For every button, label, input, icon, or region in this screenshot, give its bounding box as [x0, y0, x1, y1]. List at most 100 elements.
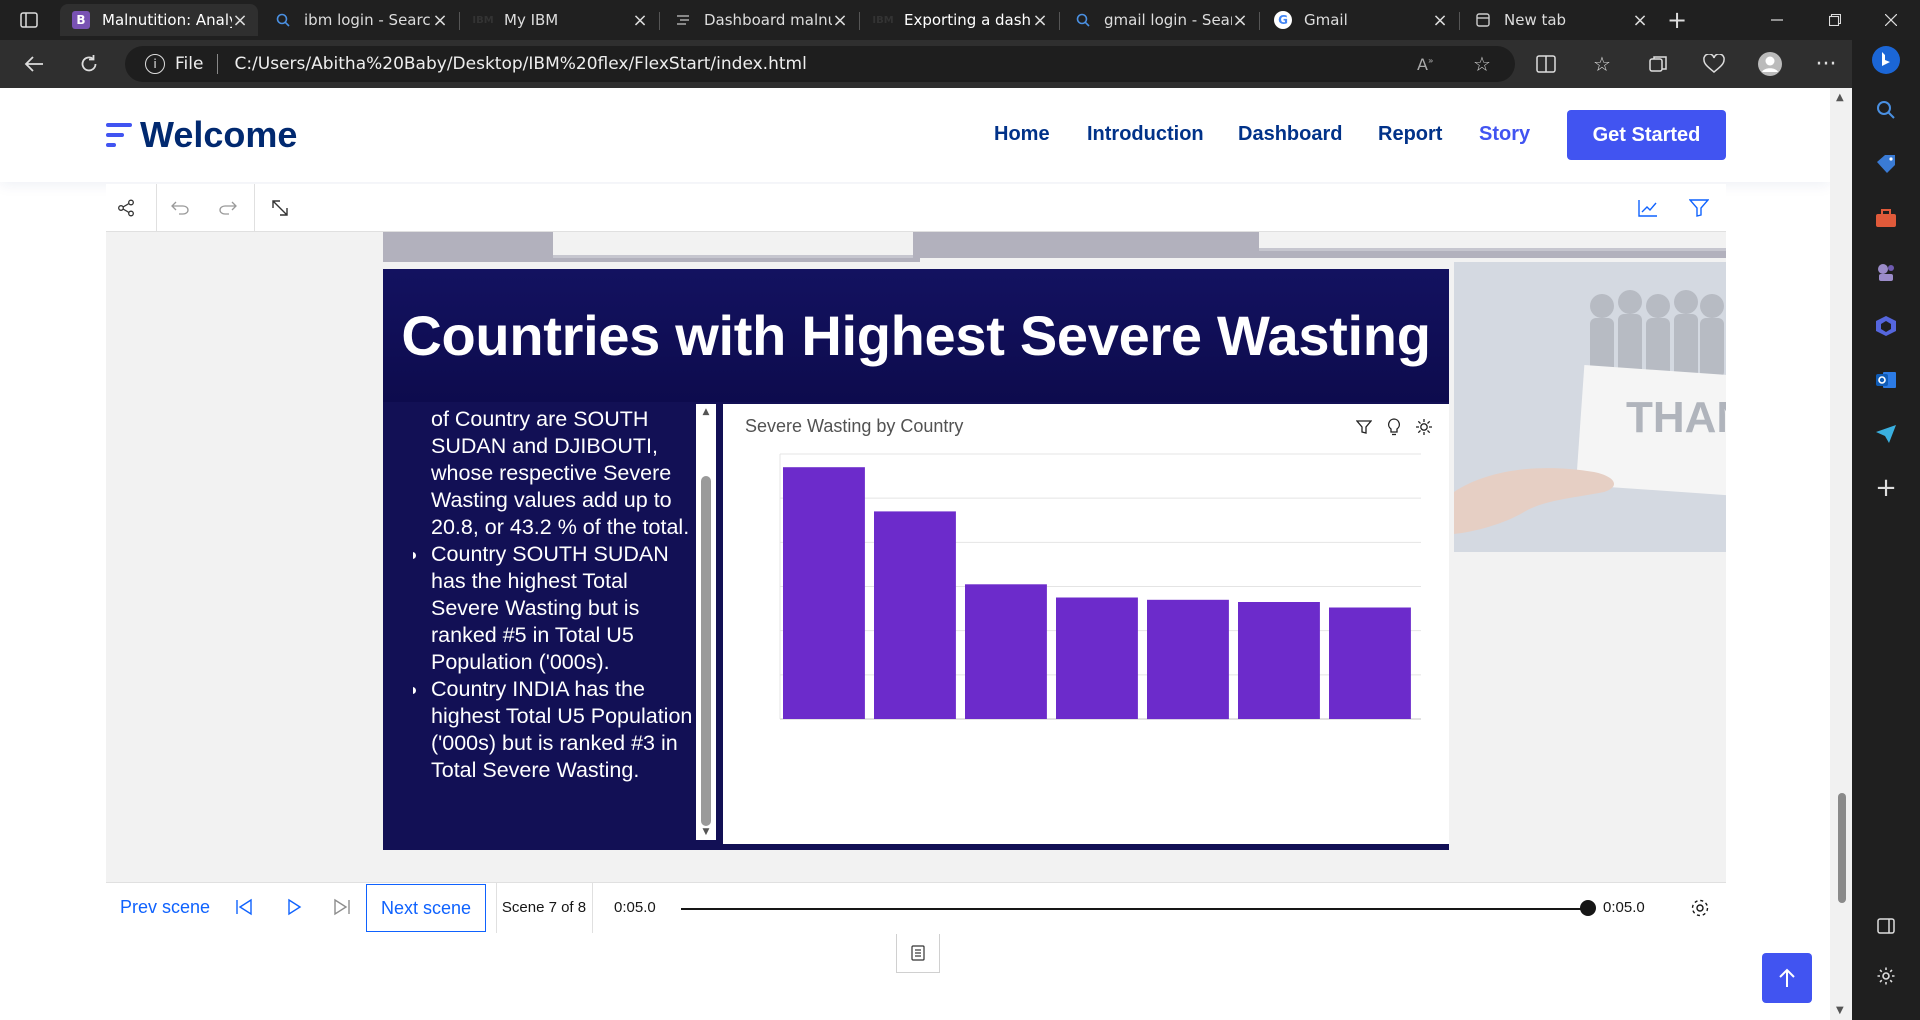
gear-icon[interactable] — [1870, 960, 1902, 992]
tab-title: Gmail — [1304, 11, 1348, 29]
address-bar[interactable]: i File C:/Users/Abitha%20Baby/Desktop/IB… — [125, 46, 1515, 82]
sidebar-toggle-icon[interactable] — [1870, 910, 1902, 942]
scroll-up-icon[interactable]: ▲ — [702, 407, 710, 417]
scroll-down-icon[interactable]: ▼ — [702, 827, 710, 837]
newtab-icon — [1474, 11, 1492, 29]
thank-you-text: THANK YOU — [1626, 393, 1726, 442]
tab-exporting-dashboard[interactable]: IBM Exporting a dashb × — [862, 4, 1058, 36]
tools-icon[interactable] — [1870, 202, 1902, 234]
close-icon[interactable]: × — [232, 9, 248, 31]
scroll-up-icon[interactable]: ▲ — [1836, 92, 1844, 103]
close-icon[interactable]: × — [432, 9, 448, 31]
read-aloud-icon[interactable]: A» — [1417, 54, 1434, 74]
filter-icon[interactable] — [1353, 416, 1375, 438]
restore-icon[interactable] — [1806, 0, 1864, 40]
next-scene-button[interactable]: Next scene — [366, 884, 486, 932]
nav-dashboard[interactable]: Dashboard — [1238, 123, 1343, 145]
tab-title: New tab — [1504, 11, 1567, 29]
close-icon[interactable]: × — [1432, 9, 1448, 31]
nav-report[interactable]: Report — [1378, 123, 1443, 145]
playback-bar: Prev scene Next scene Scene 7 of 8 0:05.… — [106, 882, 1726, 934]
chart-title: Severe Wasting by Country — [745, 416, 964, 436]
redo-icon[interactable] — [212, 192, 244, 224]
favorites-icon[interactable]: ☆ — [1593, 52, 1611, 76]
edge-sidebar: + — [1852, 40, 1920, 1020]
back-icon[interactable] — [18, 48, 50, 80]
close-icon[interactable]: × — [1232, 9, 1248, 31]
url-text[interactable]: C:/Users/Abitha%20Baby/Desktop/IBM%20fle… — [234, 54, 807, 74]
refresh-icon[interactable] — [73, 48, 105, 80]
outlook-icon[interactable] — [1870, 364, 1902, 396]
close-icon[interactable]: × — [1032, 9, 1048, 31]
info-icon[interactable]: i — [145, 54, 165, 74]
filter-icon[interactable] — [1683, 192, 1715, 224]
tab-title: Exporting a dashb — [904, 11, 1032, 29]
play-icon[interactable] — [284, 897, 304, 921]
microsoft-365-icon[interactable] — [1870, 310, 1902, 342]
tab-actions-icon[interactable] — [0, 0, 58, 40]
more-options-icon[interactable]: ··· — [1815, 51, 1837, 77]
scroll-down-icon[interactable]: ▼ — [1836, 1005, 1844, 1016]
timeline-handle[interactable] — [1580, 900, 1596, 916]
tab-gmail[interactable]: G Gmail × — [1262, 4, 1458, 36]
shopping-icon[interactable] — [1870, 148, 1902, 180]
undo-icon[interactable] — [164, 192, 196, 224]
tab-new-tab[interactable]: New tab × — [1462, 4, 1658, 36]
close-window-icon[interactable] — [1862, 0, 1920, 40]
share-icon[interactable] — [110, 192, 142, 224]
nav-introduction[interactable]: Introduction — [1087, 123, 1204, 145]
skip-forward-icon[interactable] — [332, 897, 352, 921]
chart-bar[interactable] — [874, 511, 956, 719]
site-logo[interactable]: Welcome — [106, 114, 297, 156]
minimize-icon[interactable] — [1748, 0, 1806, 40]
tab-my-ibm[interactable]: IBM My IBM × — [462, 4, 658, 36]
skip-back-icon[interactable] — [234, 897, 254, 921]
gear-icon[interactable] — [1690, 898, 1710, 922]
insight-scrollbar[interactable]: ▲ ▼ — [696, 404, 716, 840]
scroll-to-top-button[interactable] — [1762, 953, 1812, 1003]
split-screen-icon[interactable] — [1530, 48, 1562, 80]
get-started-button[interactable]: Get Started — [1567, 110, 1726, 160]
nav-story[interactable]: Story — [1479, 123, 1531, 145]
new-tab-plus-icon[interactable]: + — [1666, 6, 1688, 34]
collections-icon[interactable] — [1642, 48, 1674, 80]
logo-text: Welcome — [140, 114, 298, 155]
nav-home[interactable]: Home — [994, 123, 1050, 145]
fullscreen-expand-icon[interactable] — [264, 192, 296, 224]
tab-ibm-login-search[interactable]: ibm login - Search × — [262, 4, 458, 36]
tab-strip: B Malnutition: Analy × ibm login - Searc… — [0, 0, 1920, 40]
copilot-icon[interactable] — [1866, 40, 1906, 80]
tab-gmail-login-search[interactable]: gmail login - Sear × — [1062, 4, 1258, 36]
profile-avatar[interactable] — [1754, 48, 1786, 80]
browser-essentials-icon[interactable] — [1698, 48, 1730, 80]
insight-list: Country SOUTH SUDAN has the highest Tota… — [413, 541, 698, 784]
chart-bar[interactable] — [1329, 607, 1411, 720]
favorite-star-icon[interactable]: ☆ — [1473, 52, 1491, 76]
timeline-slider[interactable] — [681, 908, 1587, 910]
close-icon[interactable]: × — [632, 9, 648, 31]
notes-icon[interactable] — [896, 933, 940, 973]
insight-text-panel[interactable]: of Country are SOUTH SUDAN and DJIBOUTI,… — [413, 404, 698, 846]
close-icon[interactable]: × — [832, 9, 848, 31]
page-scrollbar[interactable]: ▲ ▼ — [1830, 88, 1852, 1020]
trend-chart-icon[interactable] — [1632, 192, 1664, 224]
tab-title: My IBM — [504, 11, 559, 29]
prev-scene-button[interactable]: Prev scene — [120, 897, 211, 917]
settings-sparkle-icon[interactable] — [1413, 416, 1435, 438]
close-icon[interactable]: × — [1632, 9, 1648, 31]
chart-bar[interactable] — [1238, 602, 1320, 719]
add-plus-icon[interactable]: + — [1875, 473, 1897, 503]
chart-bar[interactable] — [1147, 599, 1229, 720]
tab-dashboard-malnu[interactable]: Dashboard malnu × — [662, 4, 858, 36]
chart-bar[interactable] — [965, 584, 1047, 719]
chart-bar[interactable] — [1056, 597, 1138, 720]
search-icon[interactable] — [1870, 94, 1902, 126]
send-icon[interactable] — [1870, 418, 1902, 450]
insight-bulb-icon[interactable] — [1383, 416, 1405, 438]
story-toolbar — [106, 184, 1726, 232]
tab-malnutrition[interactable]: B Malnutition: Analy × — [60, 4, 258, 36]
scrollbar-thumb[interactable] — [1838, 793, 1846, 903]
chart-bar[interactable] — [783, 467, 865, 719]
scrollbar-thumb[interactable] — [701, 476, 711, 826]
games-icon[interactable] — [1870, 256, 1902, 288]
